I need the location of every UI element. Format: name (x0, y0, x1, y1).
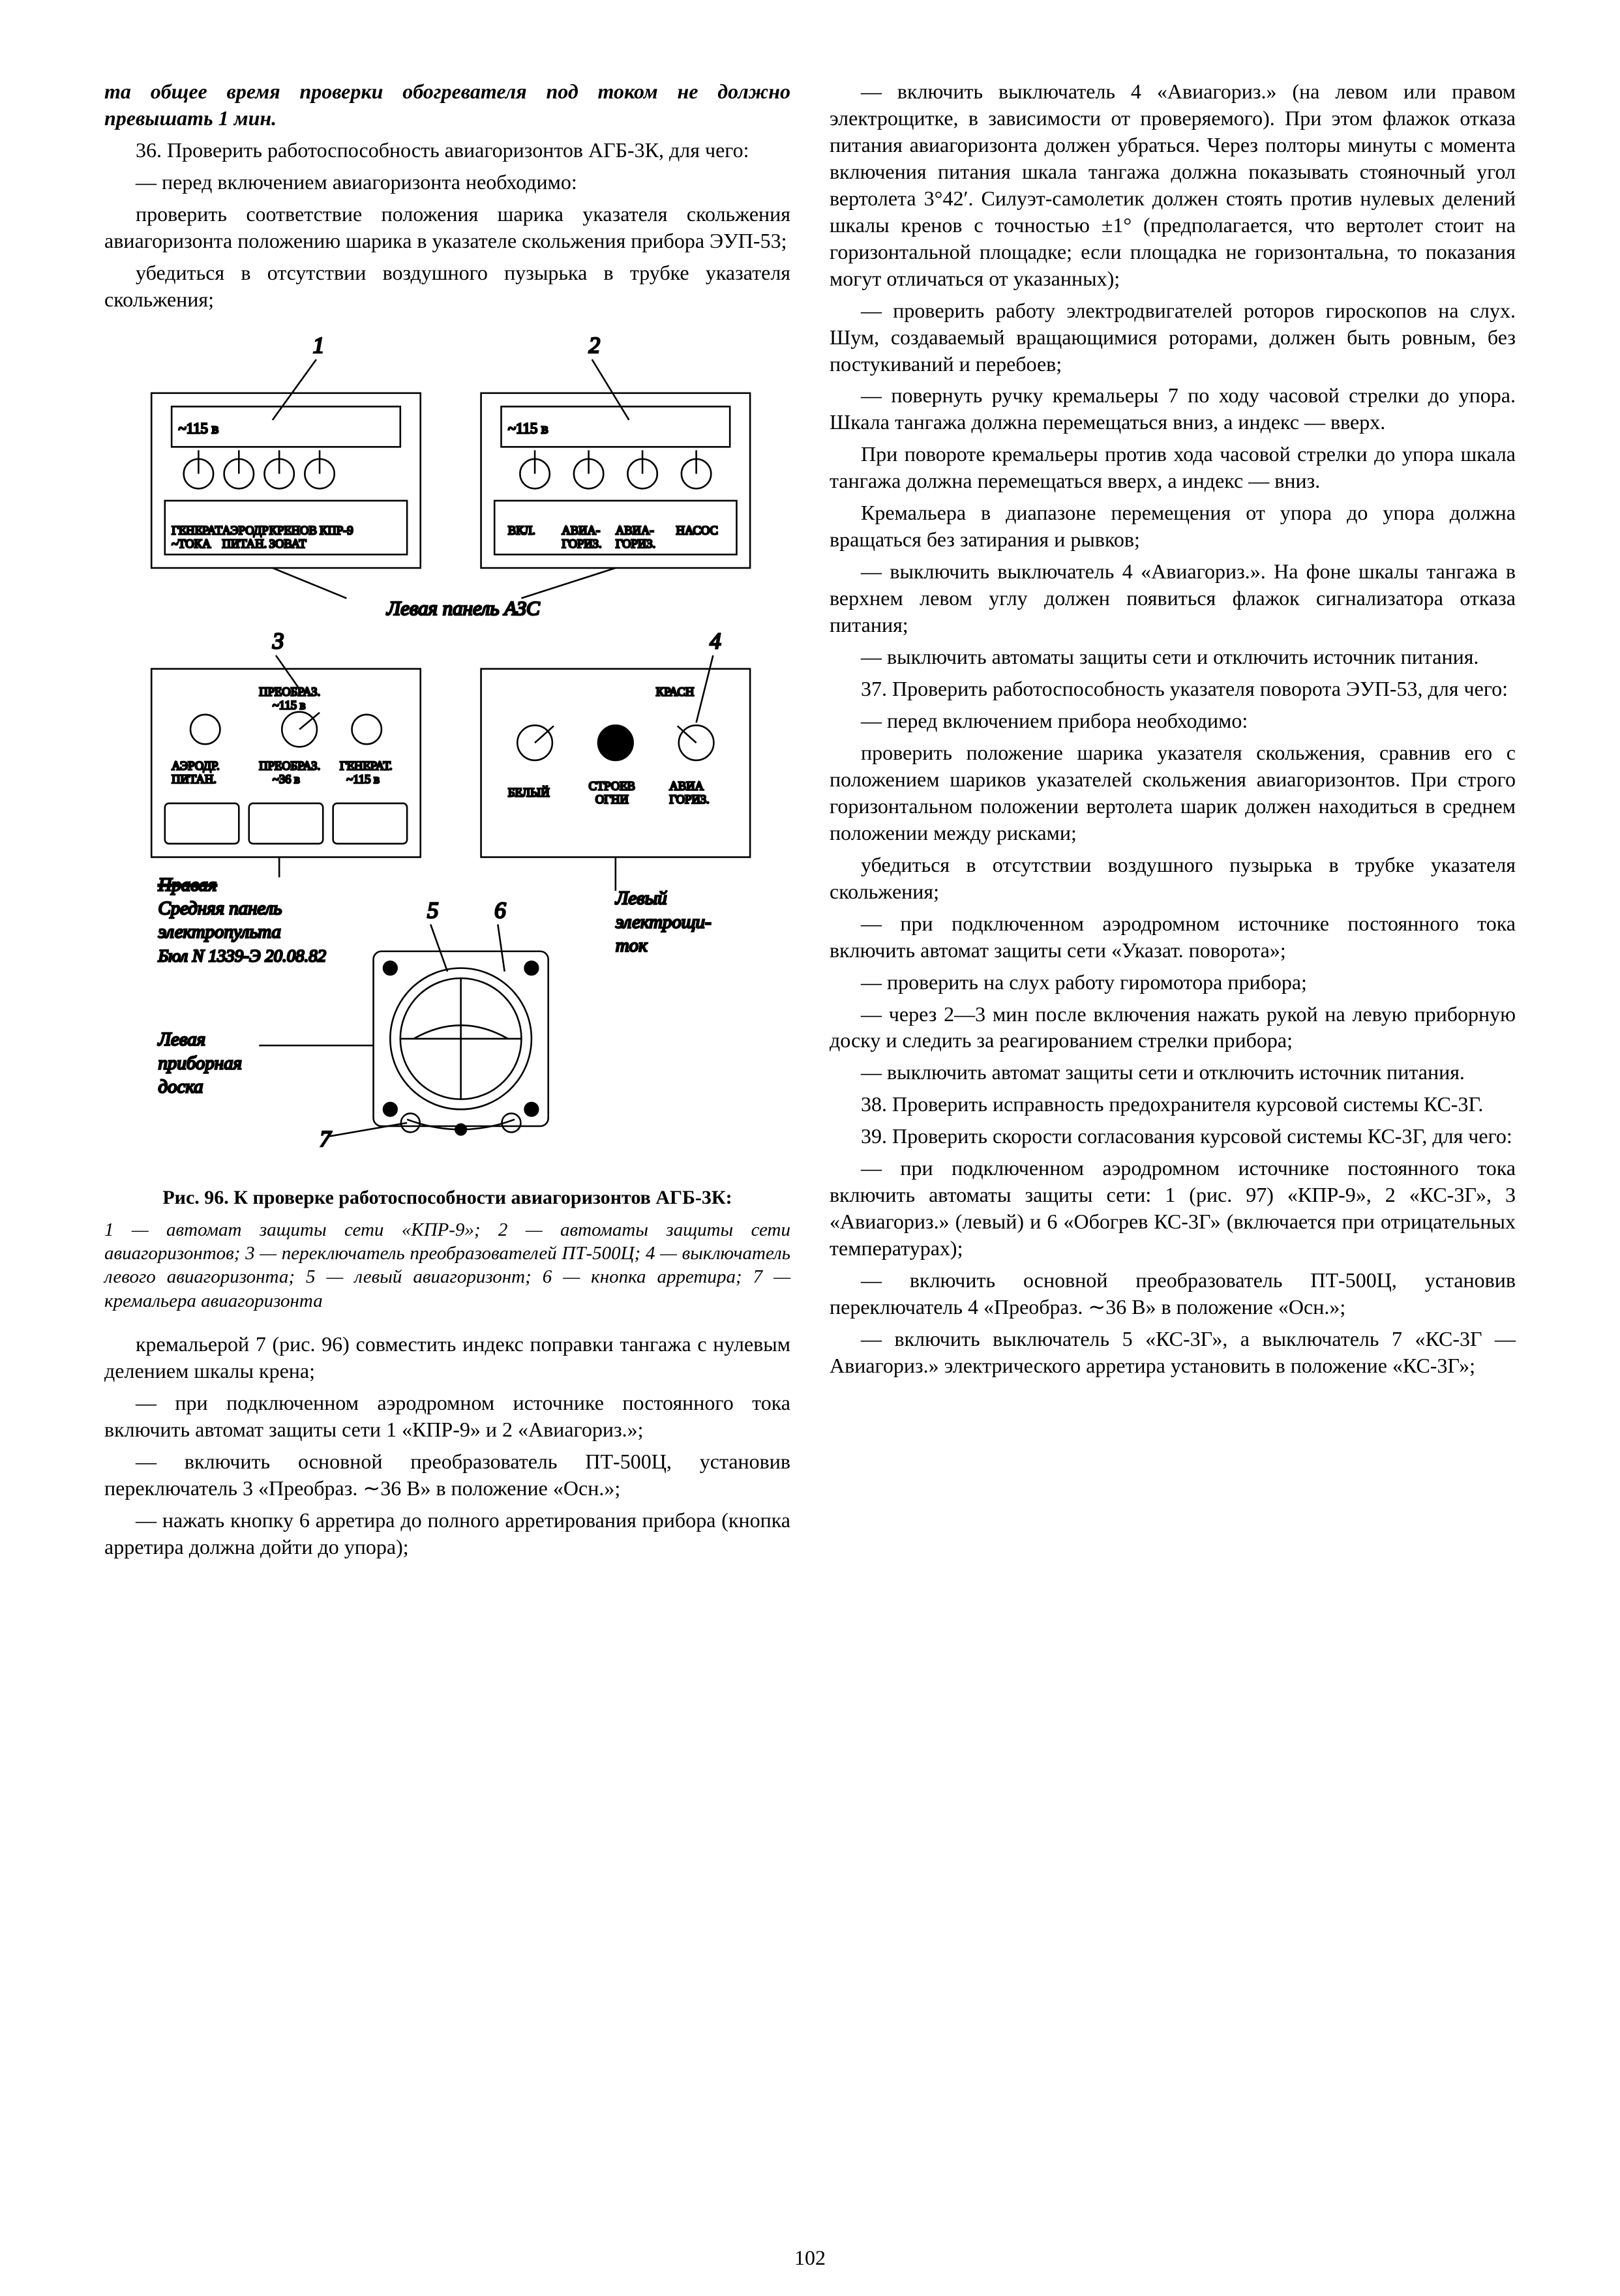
r-p39a: — при подключенном аэродромном источнике… (830, 1155, 1516, 1262)
svg-text:2: 2 (589, 333, 601, 358)
figure-96: 1 2 ~115 в (104, 333, 790, 1173)
svg-text:~115 в: ~115 в (346, 773, 380, 786)
svg-text:ПРЕОБРАЗ.: ПРЕОБРАЗ. (259, 685, 320, 699)
left-column: та общее время проверки обогревателя под… (104, 78, 790, 2217)
r-p37c: убедиться в отсутствии воздушного пузырь… (830, 852, 1516, 905)
p-krem: кремальерой 7 (рис. 96) совместить индек… (104, 1331, 790, 1384)
svg-text:3: 3 (272, 628, 284, 653)
svg-text:ток: ток (616, 934, 648, 955)
svg-text:ГЕНЕРАТ.: ГЕНЕРАТ. (340, 759, 393, 773)
p36c: проверить соответствие положения шарика … (104, 201, 790, 254)
svg-text:КРЕНОВ: КРЕНОВ (269, 524, 317, 537)
svg-text:~115 в: ~115 в (178, 420, 218, 436)
svg-text:электропульта: электропульта (158, 921, 281, 942)
svg-text:ЗОВАТ: ЗОВАТ (269, 537, 307, 551)
svg-text:ВКЛ.: ВКЛ. (508, 524, 535, 537)
svg-text:4: 4 (710, 628, 721, 653)
svg-text:СТРОЕВ: СТРОЕВ (589, 779, 635, 793)
svg-text:ОГНИ: ОГНИ (595, 793, 629, 807)
svg-text:6: 6 (494, 897, 506, 923)
svg-text:Средняя панель: Средняя панель (158, 898, 282, 919)
r-p1: — включить выключатель 4 «Авиагориз.» (н… (830, 78, 1516, 292)
svg-text:АЭРОДР: АЭРОДР (222, 524, 268, 537)
svg-text:ГОРИЗ.: ГОРИЗ. (562, 537, 601, 551)
svg-text:ГЕНЕРАТ: ГЕНЕРАТ (172, 524, 222, 537)
svg-text:Бюл N 1339-Э 20.08.82: Бюл N 1339-Э 20.08.82 (158, 946, 327, 965)
page-number: 102 (794, 2246, 826, 2270)
right-column: — включить выключатель 4 «Авиагориз.» (н… (830, 78, 1516, 2217)
page: та общее время проверки обогревателя под… (0, 0, 1620, 2296)
svg-text:~ТОКА: ~ТОКА (172, 537, 211, 551)
svg-text:АВИА: АВИА (669, 779, 704, 793)
svg-text:доска: доска (158, 1076, 203, 1097)
svg-text:АВИА-: АВИА- (562, 524, 600, 537)
fig-legend: 1 — автомат защиты сети «КПР-9»; 2 — авт… (104, 1218, 790, 1313)
r-p37d: — при подключенном аэродромном источнике… (830, 910, 1516, 964)
r-p37e: — проверить на слух работу гиромотора пр… (830, 969, 1516, 996)
svg-text:~115 в: ~115 в (508, 420, 548, 436)
svg-text:ПИТАН.: ПИТАН. (172, 773, 217, 786)
svg-text:АЭРОДР.: АЭРОДР. (172, 759, 219, 773)
svg-text:ПРЕОБРАЗ.: ПРЕОБРАЗ. (259, 759, 320, 773)
svg-text:НАСОС: НАСОС (676, 524, 718, 537)
svg-text:АВИА-: АВИА- (616, 524, 654, 537)
r-p39: 39. Проверить скорости согласования курс… (830, 1123, 1516, 1150)
r-p37g: — выключить автомат защиты сети и отключ… (830, 1059, 1516, 1086)
r-p2: — проверить работу электродвигателей рот… (830, 297, 1516, 378)
r-p37a: — перед включением прибора необходимо: (830, 708, 1516, 734)
r-p4: При повороте кремальеры против хода часо… (830, 441, 1516, 494)
svg-text:КПР-9: КПР-9 (320, 524, 353, 537)
svg-text:5: 5 (427, 897, 439, 923)
r-p37b: проверить положение шарика указателя ско… (830, 739, 1516, 846)
r-p39c: — включить выключатель 5 «КС-3Г», а выкл… (830, 1326, 1516, 1379)
figure-96-svg: 1 2 ~115 в (104, 333, 790, 1167)
two-column-layout: та общее время проверки обогревателя под… (104, 78, 1516, 2217)
svg-text:Левая: Левая (158, 1029, 206, 1050)
svg-text:КРАСН: КРАСН (656, 685, 695, 699)
svg-text:ПИТАН.: ПИТАН. (222, 537, 267, 551)
svg-text:~36 в: ~36 в (273, 773, 300, 786)
r-p6: — выключить выключатель 4 «Авиагориз.». … (830, 558, 1516, 638)
svg-text:БЕЛЫЙ: БЕЛЫЙ (508, 786, 550, 799)
svg-text:~115 в: ~115 в (273, 698, 306, 712)
p-knopka: — нажать кнопку 6 арретира до полного ар… (104, 1507, 790, 1560)
p36b: — перед включением авиагоризонта необход… (104, 169, 790, 196)
svg-text:ГОРИЗ.: ГОРИЗ. (616, 537, 655, 551)
svg-text:электрощи-: электрощи- (616, 911, 712, 932)
svg-text:Левая панель АЗС: Левая панель АЗС (386, 597, 540, 619)
p36a: 36. Проверить работоспособность авиагори… (104, 137, 790, 164)
svg-text:1: 1 (313, 333, 325, 358)
r-p39b: — включить основной преобразователь ПТ-5… (830, 1267, 1516, 1320)
fig-caption: Рис. 96. К проверке работоспособности ав… (104, 1185, 790, 1210)
r-p37f: — через 2—3 мин после включения нажать р… (830, 1001, 1516, 1054)
r-p7: — выключить автоматы защиты сети и отклю… (830, 644, 1516, 670)
svg-text:Правая: Правая (158, 874, 217, 895)
r-p5: Кремальера в диапазоне перемещения от уп… (830, 499, 1516, 553)
svg-text:Левый: Левый (615, 887, 667, 908)
r-p37: 37. Проверить работоспособность указател… (830, 676, 1516, 702)
p-pt500: — включить основной преобразователь ПТ-5… (104, 1448, 790, 1502)
svg-text:7: 7 (320, 1126, 332, 1152)
svg-text:приборная: приборная (158, 1052, 242, 1073)
p36d: убедиться в отсутствии воздушного пузырь… (104, 260, 790, 313)
r-p3: — повернуть ручку кремальеры 7 по ходу ч… (830, 382, 1516, 436)
p-aero: — при подключенном аэродромном источнике… (104, 1390, 790, 1443)
r-p38: 38. Проверить исправность предохранителя… (830, 1091, 1516, 1118)
intro-bold: та общее время проверки обогревателя под… (104, 78, 790, 132)
svg-text:ГОРИЗ.: ГОРИЗ. (669, 793, 709, 807)
